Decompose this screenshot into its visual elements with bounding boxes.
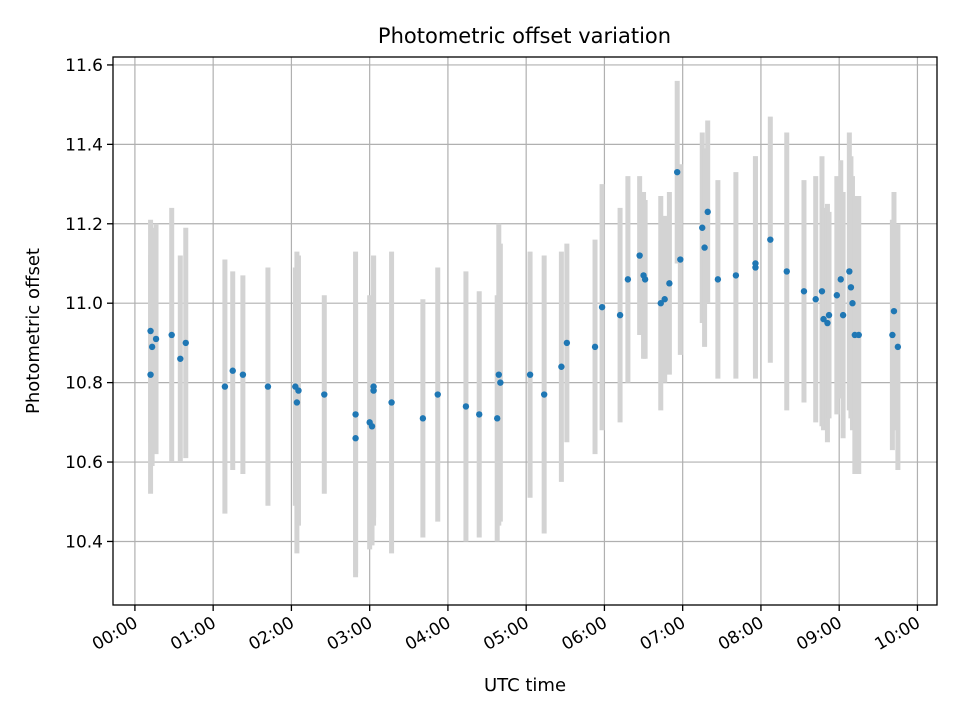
y-tick-label: 11.6 xyxy=(65,56,103,76)
data-point xyxy=(295,387,302,394)
data-point xyxy=(239,371,247,378)
data-point xyxy=(388,399,395,406)
data-point xyxy=(839,311,847,319)
data-point xyxy=(434,391,441,398)
data-point xyxy=(591,343,599,351)
data-point xyxy=(767,236,774,243)
data-point xyxy=(419,415,427,422)
data-point xyxy=(264,383,272,390)
data-point xyxy=(704,208,711,216)
data-point xyxy=(855,331,862,339)
data-point xyxy=(497,379,504,386)
data-point xyxy=(352,435,359,442)
data-point xyxy=(846,268,853,275)
data-point xyxy=(476,411,483,418)
data-point xyxy=(147,327,154,335)
data-point xyxy=(674,168,681,176)
data-point xyxy=(495,371,502,378)
data-point xyxy=(641,276,649,283)
data-point xyxy=(818,288,826,295)
data-point xyxy=(526,371,534,378)
data-point xyxy=(894,343,902,351)
data-point xyxy=(636,252,643,259)
chart-title: Photometric offset variation xyxy=(378,24,671,48)
data-point xyxy=(368,423,376,430)
plot-frame xyxy=(112,56,938,606)
data-point xyxy=(462,403,470,410)
data-point xyxy=(825,311,833,319)
y-tick-label: 10.8 xyxy=(65,374,103,394)
data-point xyxy=(168,331,175,339)
y-axis-label: Photometric offset xyxy=(23,248,44,414)
data-point xyxy=(812,296,819,303)
data-point xyxy=(677,256,684,263)
data-point xyxy=(889,331,896,339)
data-point xyxy=(849,300,856,307)
data-point xyxy=(833,292,841,299)
data-point xyxy=(229,367,236,374)
data-points xyxy=(147,168,902,442)
data-point xyxy=(540,391,548,398)
data-point xyxy=(847,284,855,291)
data-point xyxy=(666,280,673,287)
data-point xyxy=(890,307,898,315)
data-point xyxy=(616,311,624,319)
data-point xyxy=(598,303,606,311)
y-tick-label: 11.4 xyxy=(65,135,103,155)
data-point xyxy=(824,319,831,327)
y-tick-label: 10.6 xyxy=(65,453,103,473)
data-point xyxy=(820,315,827,323)
data-point xyxy=(558,363,565,370)
y-tick-label: 11.0 xyxy=(65,294,103,314)
data-point xyxy=(352,411,359,418)
data-point xyxy=(800,288,808,295)
data-point xyxy=(182,339,189,347)
data-point xyxy=(752,260,759,267)
data-point xyxy=(177,355,184,362)
y-tick-label: 11.2 xyxy=(65,215,103,235)
data-point xyxy=(783,268,790,275)
data-point xyxy=(714,276,722,283)
data-point xyxy=(370,383,377,390)
data-point xyxy=(701,244,708,251)
y-tick-label: 10.4 xyxy=(65,532,103,552)
data-point xyxy=(837,276,844,283)
x-axis-label: UTC time xyxy=(484,675,566,696)
data-point xyxy=(494,415,501,422)
data-point xyxy=(152,335,160,343)
data-point xyxy=(221,383,229,390)
data-point xyxy=(148,343,156,351)
data-point xyxy=(321,391,328,398)
data-point xyxy=(147,371,154,378)
data-point xyxy=(624,276,632,283)
data-point xyxy=(732,272,740,279)
data-point xyxy=(293,399,301,406)
data-point xyxy=(699,224,706,231)
data-point xyxy=(657,300,664,307)
data-point xyxy=(661,296,668,303)
data-point xyxy=(563,339,571,347)
